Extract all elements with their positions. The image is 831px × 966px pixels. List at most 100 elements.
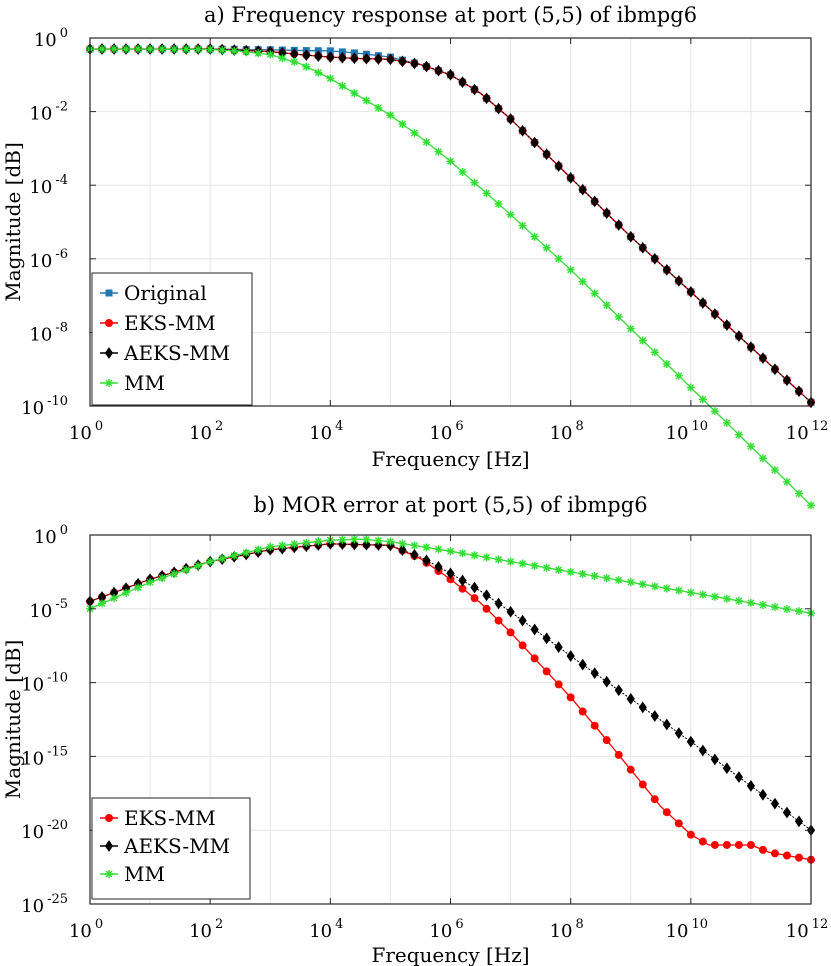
y-axis-label: Magnitude [dB] (1, 640, 25, 800)
data-point (746, 341, 756, 353)
data-point (566, 693, 575, 702)
data-point (746, 840, 755, 849)
data-point (650, 795, 659, 804)
data-point (578, 183, 587, 196)
y-tick-label: 10 -6 (29, 247, 68, 272)
data-point (746, 442, 755, 451)
data-point (506, 113, 515, 125)
y-tick-label: 10 -25 (21, 892, 68, 917)
data-point (686, 735, 695, 748)
data-point (374, 53, 383, 65)
data-point (626, 692, 635, 705)
legend-label: EKS-MM (124, 806, 216, 830)
data-point (578, 569, 587, 578)
data-point (146, 45, 155, 54)
y-tick-label: 10 -5 (29, 597, 68, 622)
data-point (770, 797, 780, 810)
data-point (398, 539, 407, 548)
data-point (662, 718, 671, 731)
legend-marker (105, 319, 113, 327)
data-point (650, 252, 659, 265)
data-point (302, 538, 311, 547)
data-point (662, 263, 671, 276)
data-point (266, 50, 275, 59)
data-point (782, 851, 791, 860)
data-point (566, 567, 575, 576)
data-point (662, 584, 671, 593)
x-tick-label: 10 4 (309, 419, 343, 444)
data-point (98, 599, 107, 608)
data-point (482, 553, 491, 562)
data-point (578, 658, 587, 671)
data-point (410, 128, 419, 137)
data-point (230, 551, 239, 560)
data-point (782, 477, 791, 486)
legend-label: Original (124, 281, 207, 305)
data-point (614, 312, 623, 321)
data-point (734, 840, 743, 849)
data-point (98, 45, 107, 54)
data-point (338, 51, 347, 64)
data-point (374, 103, 383, 112)
data-point (458, 76, 467, 89)
x-tick-label: 10 6 (429, 917, 463, 942)
data-point (194, 561, 203, 570)
data-point (170, 569, 179, 578)
data-point (602, 301, 611, 310)
data-point (758, 845, 767, 854)
data-point (146, 578, 155, 587)
legend-marker (105, 379, 113, 387)
data-point (638, 241, 647, 254)
data-point (614, 576, 623, 585)
data-point (602, 675, 611, 688)
data-point (314, 537, 323, 546)
y-tick-label: 10 -4 (29, 173, 68, 198)
data-point (482, 189, 491, 198)
data-point (722, 840, 731, 849)
legend-box (91, 797, 251, 900)
data-point (110, 45, 119, 54)
data-point (182, 45, 191, 54)
data-point (446, 157, 455, 166)
data-point (674, 819, 683, 828)
data-point (638, 780, 647, 789)
data-point (494, 597, 503, 610)
data-point (542, 632, 551, 645)
data-point (710, 753, 719, 766)
x-tick-label: 10 6 (429, 419, 463, 444)
data-point (674, 275, 683, 287)
y-tick-label: 10 -8 (29, 320, 68, 345)
data-point (566, 265, 575, 274)
data-point (218, 46, 227, 55)
y-tick-label: 10 -20 (21, 818, 68, 843)
data-point (578, 277, 587, 286)
data-point (722, 418, 731, 427)
data-point (674, 586, 683, 595)
data-point (626, 578, 635, 587)
data-point (734, 771, 744, 783)
data-point (650, 710, 659, 722)
data-point (458, 167, 467, 176)
data-point (722, 762, 731, 775)
data-point (470, 581, 479, 594)
x-tick-label: 10 2 (189, 917, 223, 942)
x-axis-label: Frequency [Hz] (371, 447, 529, 471)
x-tick-label: 10 8 (550, 917, 584, 942)
data-point (242, 548, 251, 557)
data-point (470, 594, 479, 603)
data-point (482, 589, 491, 602)
data-point (650, 348, 659, 357)
data-point (386, 537, 395, 546)
data-point (326, 74, 335, 83)
data-point (782, 374, 792, 387)
data-point (662, 360, 671, 369)
legend: Original EKS-MM AEKS-MM MM (91, 272, 253, 406)
data-point (686, 830, 695, 839)
data-point (530, 654, 539, 663)
data-point (278, 54, 287, 63)
x-tick-label: 10 10 (666, 419, 708, 444)
data-point (542, 563, 551, 572)
legend-marker (105, 814, 113, 822)
data-point (338, 535, 347, 544)
data-point (182, 565, 191, 574)
